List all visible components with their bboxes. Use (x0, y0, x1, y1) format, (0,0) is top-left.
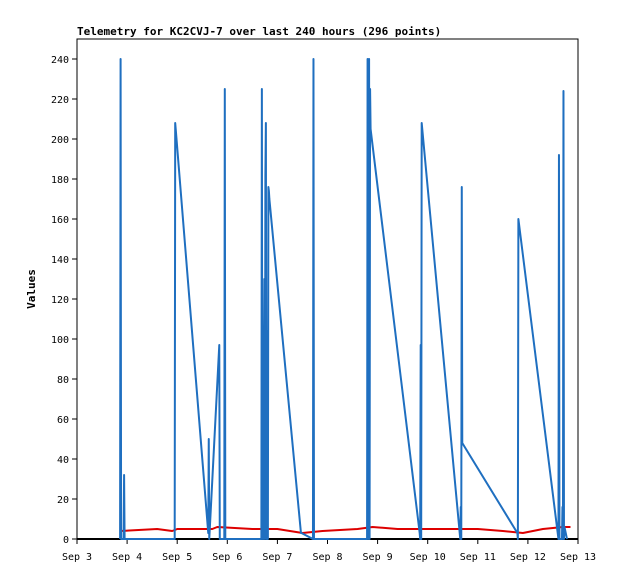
x-tick-label: Sep 4 (112, 552, 142, 563)
series-line-1 (119, 58, 568, 540)
y-tick-label: 220 (51, 95, 69, 106)
chart-title: Telemetry for KC2CVJ-7 over last 240 hou… (77, 25, 441, 38)
x-tick-label: Sep 5 (162, 552, 192, 563)
y-tick-label: 180 (51, 175, 69, 186)
x-tick-label: Sep 9 (363, 552, 393, 563)
series-line-2 (120, 526, 571, 534)
x-tick-label: Sep 12 (510, 552, 546, 563)
y-tick-label: 140 (51, 255, 69, 266)
y-tick-label: 0 (63, 535, 69, 546)
x-tick-label: Sep 7 (262, 552, 292, 563)
x-tick-label: Sep 8 (312, 552, 342, 563)
y-tick-label: 60 (57, 415, 69, 426)
series-layer (77, 58, 578, 540)
y-tick-label: 240 (51, 55, 69, 66)
x-tick-label: Sep 10 (410, 552, 446, 563)
y-tick-label: 40 (57, 455, 69, 466)
x-tick-label: Sep 11 (460, 552, 496, 563)
x-tick-label: Sep 6 (212, 552, 242, 563)
y-tick-label: 160 (51, 215, 69, 226)
x-tick-label: Sep 3 (62, 552, 92, 563)
y-tick-label: 200 (51, 135, 69, 146)
x-tick-label: Sep 13 (560, 552, 596, 563)
x-axis: Sep 3 Sep 4 Sep 5 Sep 6 Sep 7 Sep 8 Sep 9 Sep 1… (62, 539, 596, 563)
y-tick-label: 120 (51, 295, 69, 306)
plot-area-frame (76, 38, 579, 540)
y-tick-label: 100 (51, 335, 69, 346)
y-axis: 0 20 40 60 80 100 120 140 160 180 200 220 240 (51, 55, 77, 546)
y-axis-title: Values (25, 269, 38, 309)
y-tick-label: 20 (57, 495, 69, 506)
y-tick-label: 80 (57, 375, 69, 386)
